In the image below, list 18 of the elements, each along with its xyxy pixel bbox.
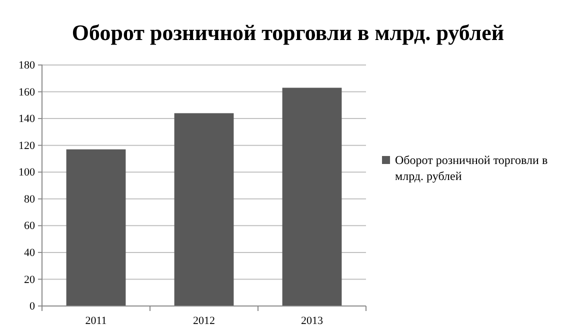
- chart-title: Оборот розничной торговли в млрд. рублей: [72, 20, 504, 45]
- legend-label: Оборот розничной торговли в млрд. рублей: [395, 153, 548, 183]
- bar: [66, 149, 126, 306]
- y-tick-label: 140: [18, 113, 36, 126]
- y-tick-label: 100: [18, 166, 36, 179]
- x-tick-label: 2013: [301, 314, 324, 327]
- y-tick-label: 60: [24, 220, 36, 232]
- y-tick-label: 20: [24, 274, 36, 286]
- y-tick-label: 0: [30, 300, 36, 313]
- y-tick-label: 180: [18, 60, 36, 72]
- bar: [174, 113, 234, 306]
- y-tick-label: 40: [24, 246, 36, 259]
- y-tick-label: 120: [18, 140, 36, 152]
- y-tick-label: 80: [24, 193, 36, 206]
- x-tick-label: 2012: [193, 314, 215, 327]
- bar: [282, 88, 342, 306]
- y-tick-label: 160: [18, 86, 36, 98]
- x-tick-label: 2011: [85, 314, 107, 327]
